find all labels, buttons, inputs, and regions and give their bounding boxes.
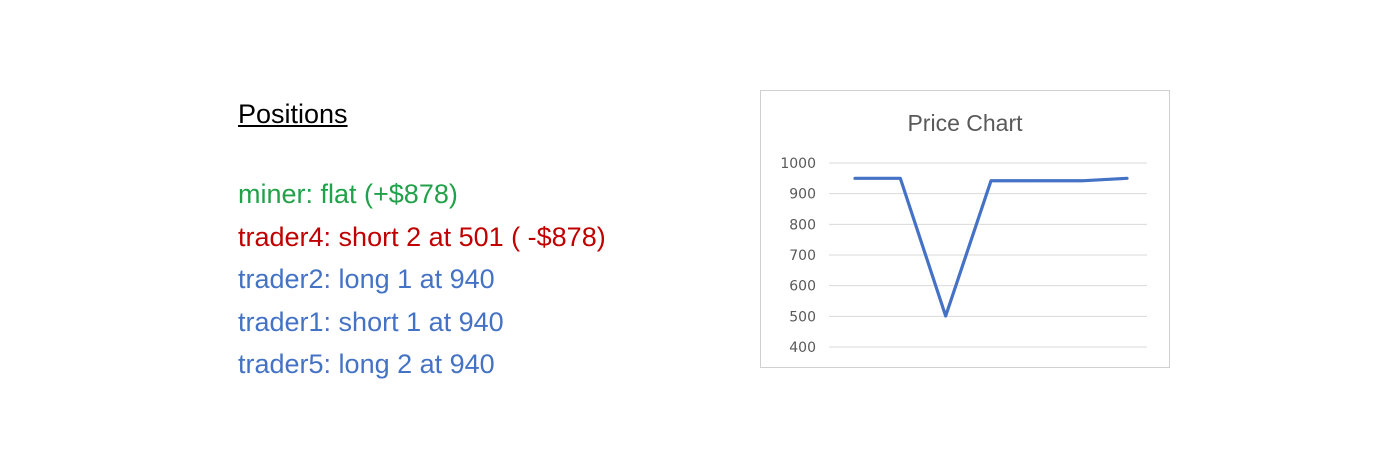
position-line-trader5: trader5: long 2 at 940 xyxy=(238,349,495,379)
chart-y-axis: 1000 900 800 700 600 500 400 xyxy=(780,156,816,356)
chart-gridlines xyxy=(829,162,1147,348)
y-tick-label: 700 xyxy=(789,248,816,264)
y-tick-label: 500 xyxy=(789,309,816,325)
price-chart-svg: Price Chart 1000 900 800 700 600 500 400 xyxy=(780,110,1147,356)
positions-panel: Positions miner: flat (+$878) trader4: s… xyxy=(238,96,738,386)
data-point xyxy=(899,177,902,180)
data-point xyxy=(853,177,857,180)
position-line-trader2: trader2: long 1 at 940 xyxy=(238,264,495,294)
positions-title: Positions xyxy=(238,99,348,129)
data-point xyxy=(944,314,947,318)
y-tick-label: 800 xyxy=(789,217,816,233)
chart-plot-area xyxy=(853,176,1129,318)
data-point xyxy=(1125,177,1129,180)
y-tick-label: 1000 xyxy=(780,156,816,172)
series-line xyxy=(853,176,1129,318)
position-line-trader4: trader4: short 2 at 501 ( -$878) xyxy=(238,221,606,252)
y-tick-label: 400 xyxy=(789,340,816,356)
chart-title: Price Chart xyxy=(907,110,1023,136)
data-point xyxy=(989,179,993,182)
y-tick-label: 600 xyxy=(789,279,816,295)
data-point xyxy=(1035,179,1038,182)
position-line-trader1: trader1: short 1 at 940 xyxy=(238,306,504,337)
y-tick-label: 900 xyxy=(789,187,816,203)
price-chart: Price Chart 1000 900 800 700 600 500 400 xyxy=(760,90,1170,368)
position-line-miner: miner: flat (+$878) xyxy=(238,179,458,209)
data-point xyxy=(1080,179,1083,182)
